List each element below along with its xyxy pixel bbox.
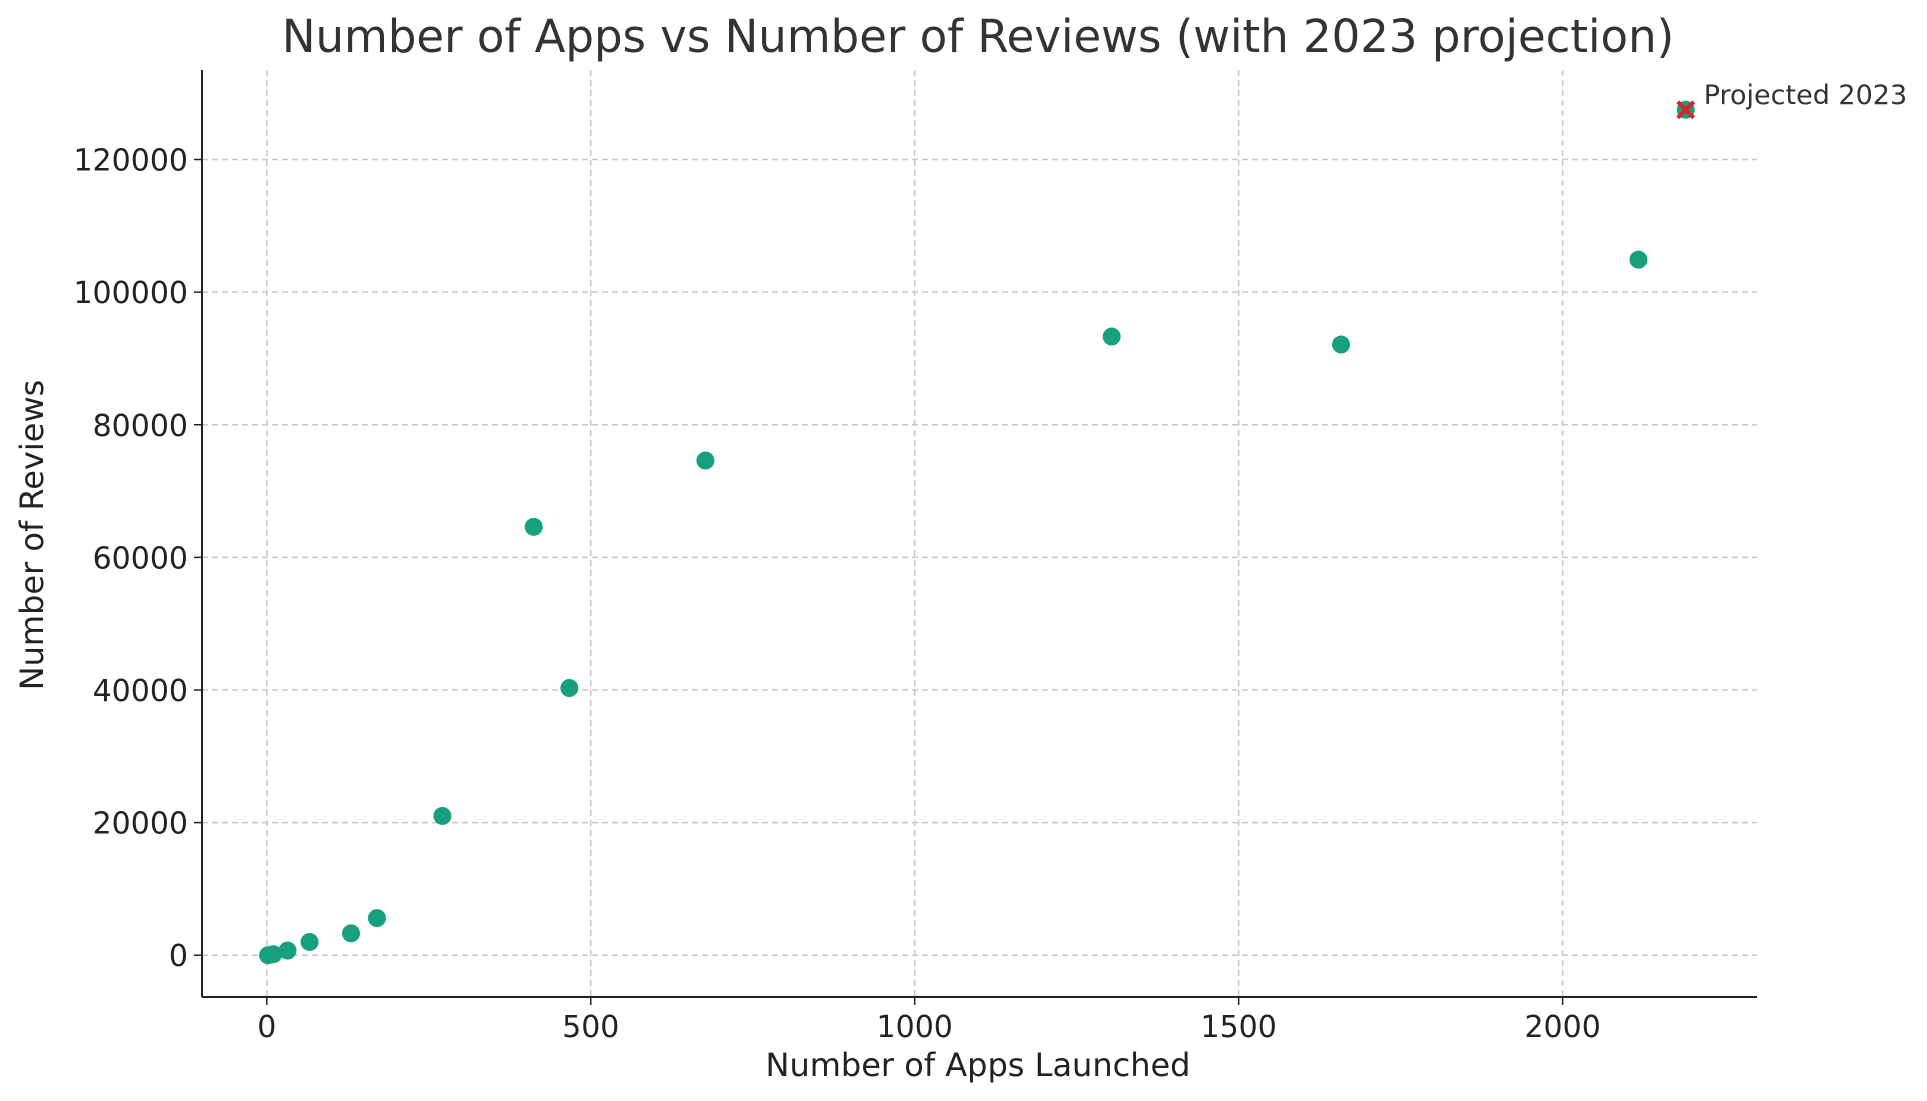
projection-x-marker [1676,100,1696,120]
data-point [342,924,361,943]
chart-title: Number of Apps vs Number of Reviews (wit… [282,10,1674,63]
y-axis-label: Number of Reviews [13,380,51,691]
data-point [560,679,579,697]
x-tick-label: 500 [562,1010,619,1045]
x-tick-label: 2000 [1524,1010,1600,1045]
data-point [433,806,452,825]
data-point [696,451,715,470]
y-tick-label: 100000 [73,276,188,311]
data-point [1332,335,1351,354]
y-tick-label: 60000 [93,541,188,576]
data-point [264,945,283,964]
projection-annotation: Projected 2023 [1704,80,1907,111]
data-point [1629,250,1648,269]
data-point [524,517,543,536]
x-tick-label: 0 [257,1010,276,1045]
tick-labels: 0 500 1000 1500 2000020000400006000080000100… [73,144,1600,1045]
grid [202,70,1757,997]
x-axis-label: Number of Apps Launched [766,1046,1191,1084]
data-point [367,909,386,928]
data-point [278,941,297,960]
data-point [1102,327,1121,346]
x-tick-label: 1000 [877,1010,953,1045]
x-tick-label: 1500 [1200,1010,1276,1045]
axes [194,70,1757,1005]
data-points [259,250,1648,965]
y-tick-label: 80000 [93,409,188,444]
data-point [300,932,319,951]
projection-marker: Projected 2023 [1676,80,1907,120]
y-tick-label: 120000 [73,144,188,179]
y-tick-label: 20000 [93,807,188,842]
y-tick-label: 0 [169,939,188,974]
y-tick-label: 40000 [93,674,188,709]
